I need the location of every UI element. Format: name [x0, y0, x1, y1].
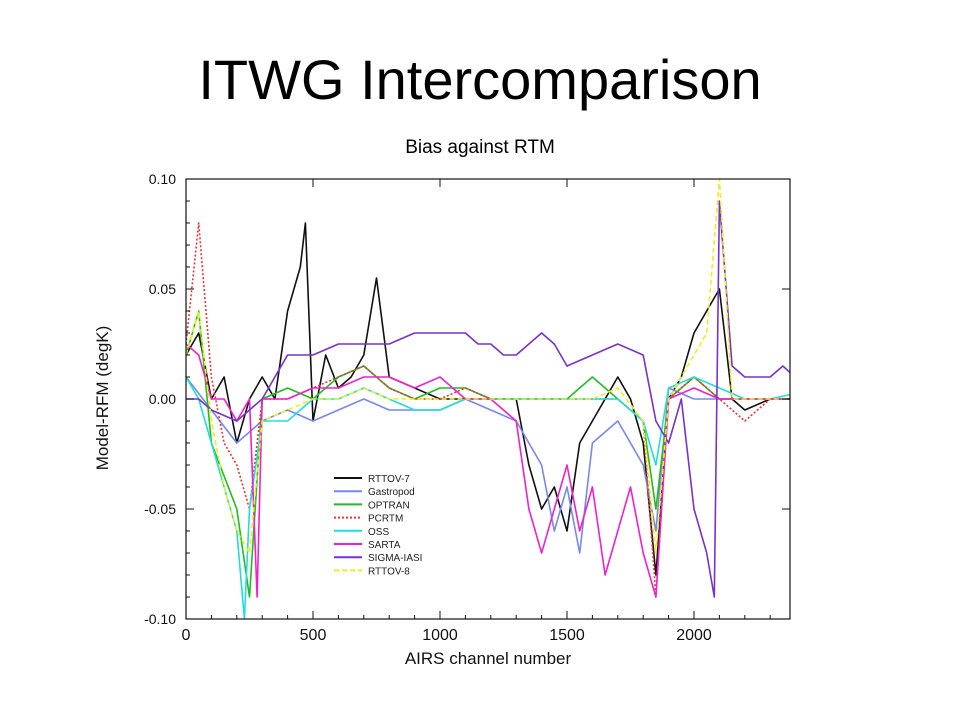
- y-tick-label: -0.05: [144, 501, 176, 517]
- x-tick-label: 2000: [676, 627, 712, 644]
- x-tick-label: 500: [300, 627, 327, 644]
- x-tick-label: 1500: [549, 627, 585, 644]
- legend-label: RTTOV-7: [368, 474, 410, 485]
- x-tick-label: 0: [182, 627, 191, 644]
- y-tick-label: 0.05: [149, 281, 176, 297]
- y-tick-label: -0.10: [144, 611, 176, 627]
- slide-subtitle: Bias against RTM: [405, 137, 555, 158]
- legend-label: OSS: [368, 527, 389, 538]
- legend-label: SIGMA-IASI: [368, 553, 422, 564]
- y-axis-label: Model-RFM (degK): [93, 326, 112, 471]
- y-tick-label: 0.10: [149, 171, 176, 187]
- series-line-7: [186, 200, 790, 598]
- series-layer: [186, 179, 790, 619]
- y-tick-label: 0.00: [149, 391, 176, 407]
- legend: RTTOV-7 Gastropod OPTRAN PCRTM OSS SARTA SIGMA…: [334, 474, 422, 577]
- legend-label: PCRTM: [368, 514, 403, 525]
- series-line-8: [186, 179, 790, 554]
- slide-title: ITWG Intercomparison: [198, 48, 762, 111]
- x-tick-label: 1000: [422, 627, 458, 644]
- series-line-5: [186, 376, 790, 619]
- legend-label: OPTRAN: [368, 500, 410, 511]
- legend-label: Gastropod: [368, 487, 415, 498]
- x-axis-label: AIRS channel number: [405, 649, 572, 668]
- series-line-4: [186, 222, 790, 598]
- legend-label: RTTOV-8: [368, 566, 410, 577]
- x-axis: 0 500 1000 1500 2000: [182, 179, 771, 644]
- series-line-6: [186, 343, 790, 598]
- legend-label: SARTA: [368, 540, 401, 551]
- y-axis: 0.10 0.05 0.00 -0.05 -0.10: [144, 171, 790, 627]
